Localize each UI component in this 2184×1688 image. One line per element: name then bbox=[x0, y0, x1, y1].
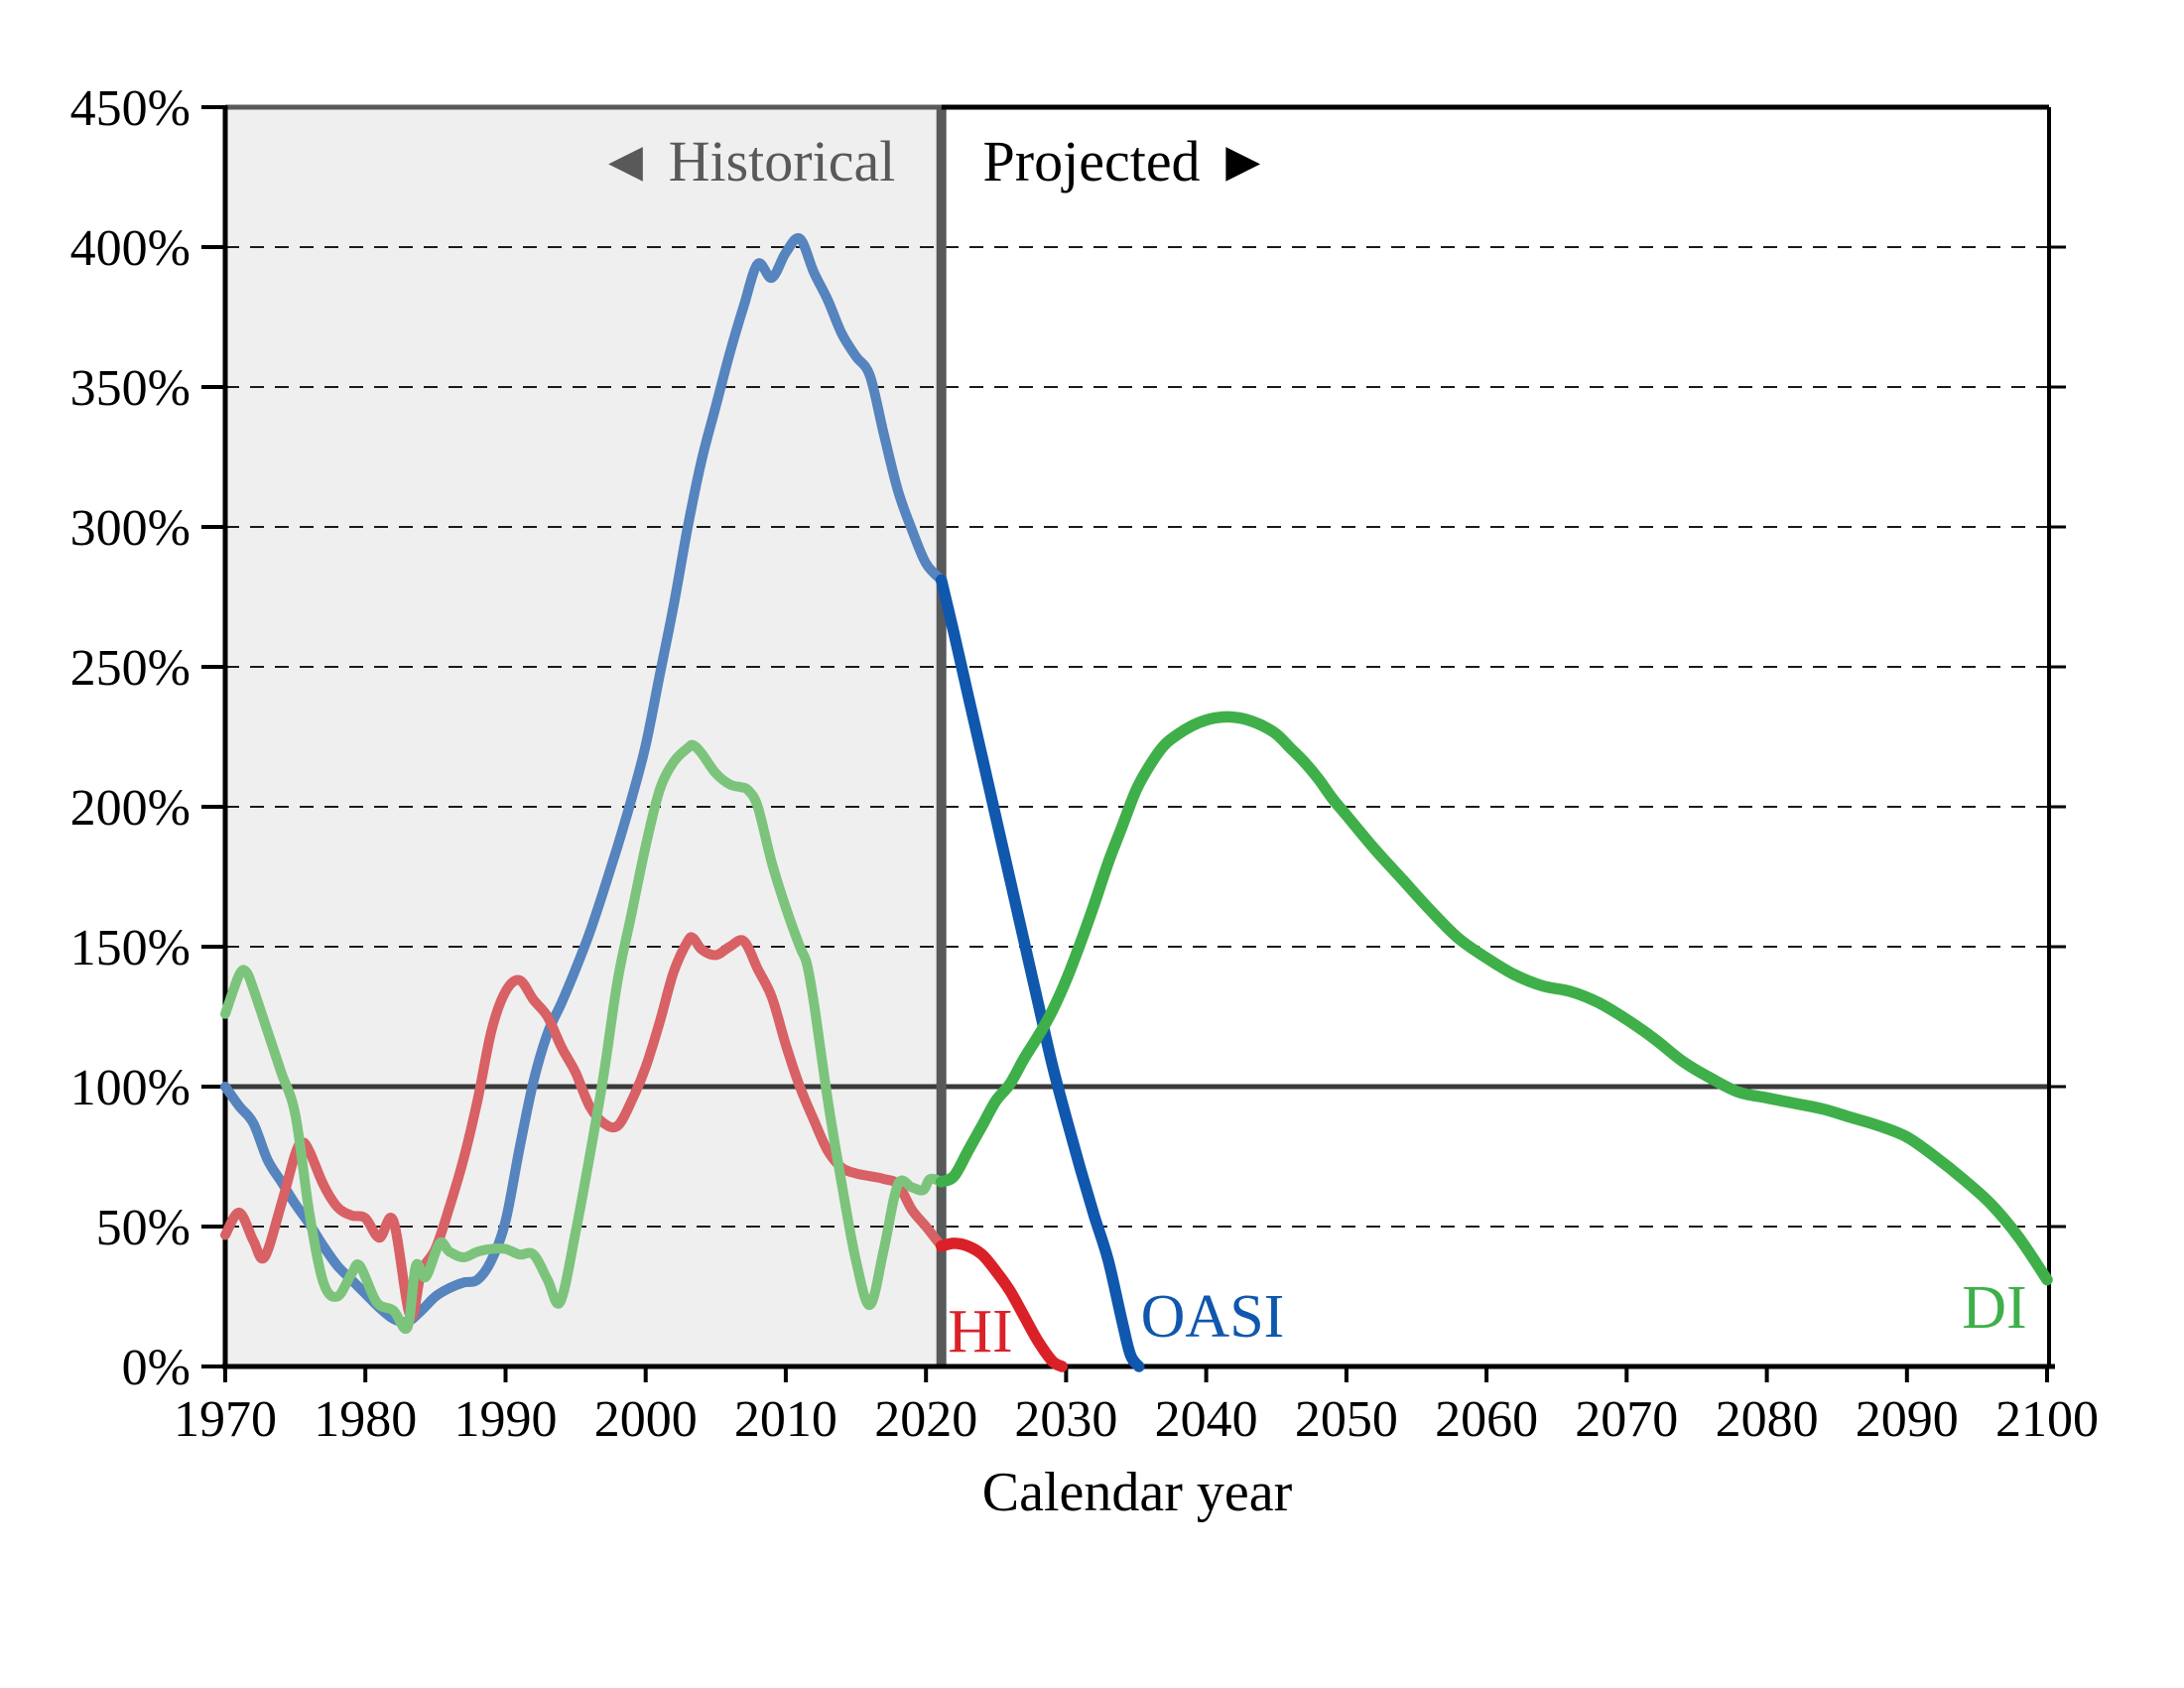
projected-region-label: Projected ► bbox=[983, 129, 1272, 194]
x-tick-label-1970: 1970 bbox=[174, 1391, 277, 1448]
y-tick-label-0: 0% bbox=[122, 1340, 191, 1396]
x-tick-label-2070: 2070 bbox=[1575, 1391, 1678, 1448]
x-tick-label-2020: 2020 bbox=[874, 1391, 977, 1448]
x-tick-label-2040: 2040 bbox=[1155, 1391, 1258, 1448]
series-label-hi: HI bbox=[948, 1298, 1012, 1365]
series-label-oasi: OASI bbox=[1141, 1283, 1285, 1351]
series-line-hi-projected bbox=[935, 1237, 1068, 1372]
x-tick-label-2050: 2050 bbox=[1295, 1391, 1398, 1448]
y-tick-label-400: 400% bbox=[70, 220, 191, 277]
historical-shaded-region bbox=[225, 107, 942, 1366]
x-tick-label-2030: 2030 bbox=[1014, 1391, 1117, 1448]
y-tick-label-300: 300% bbox=[70, 500, 191, 557]
series-line-di-historical bbox=[220, 739, 947, 1335]
y-tick-label-200: 200% bbox=[70, 780, 191, 837]
y-tick-label-350: 350% bbox=[70, 360, 191, 417]
x-tick-label-2060: 2060 bbox=[1435, 1391, 1538, 1448]
x-tick-label-2090: 2090 bbox=[1856, 1391, 1959, 1448]
x-tick-label-2100: 2100 bbox=[1995, 1391, 2099, 1448]
series-line-hi-historical bbox=[220, 932, 947, 1323]
x-tick-label-1980: 1980 bbox=[314, 1391, 417, 1448]
y-tick-label-50: 50% bbox=[96, 1200, 191, 1256]
series-line-di-projected bbox=[935, 711, 2053, 1286]
y-tick-label-150: 150% bbox=[70, 920, 191, 976]
x-tick-label-2000: 2000 bbox=[594, 1391, 698, 1448]
series-label-di: DI bbox=[1962, 1274, 2026, 1342]
x-tick-label-1990: 1990 bbox=[454, 1391, 558, 1448]
historical-region-label: ◄ Historical bbox=[597, 129, 896, 194]
x-tick-label-2080: 2080 bbox=[1716, 1391, 1819, 1448]
y-tick-label-450: 450% bbox=[70, 80, 191, 137]
y-tick-label-250: 250% bbox=[70, 640, 191, 697]
x-axis-title: Calendar year bbox=[982, 1462, 1293, 1523]
x-tick-label-2010: 2010 bbox=[734, 1391, 837, 1448]
y-tick-label-100: 100% bbox=[70, 1060, 191, 1116]
